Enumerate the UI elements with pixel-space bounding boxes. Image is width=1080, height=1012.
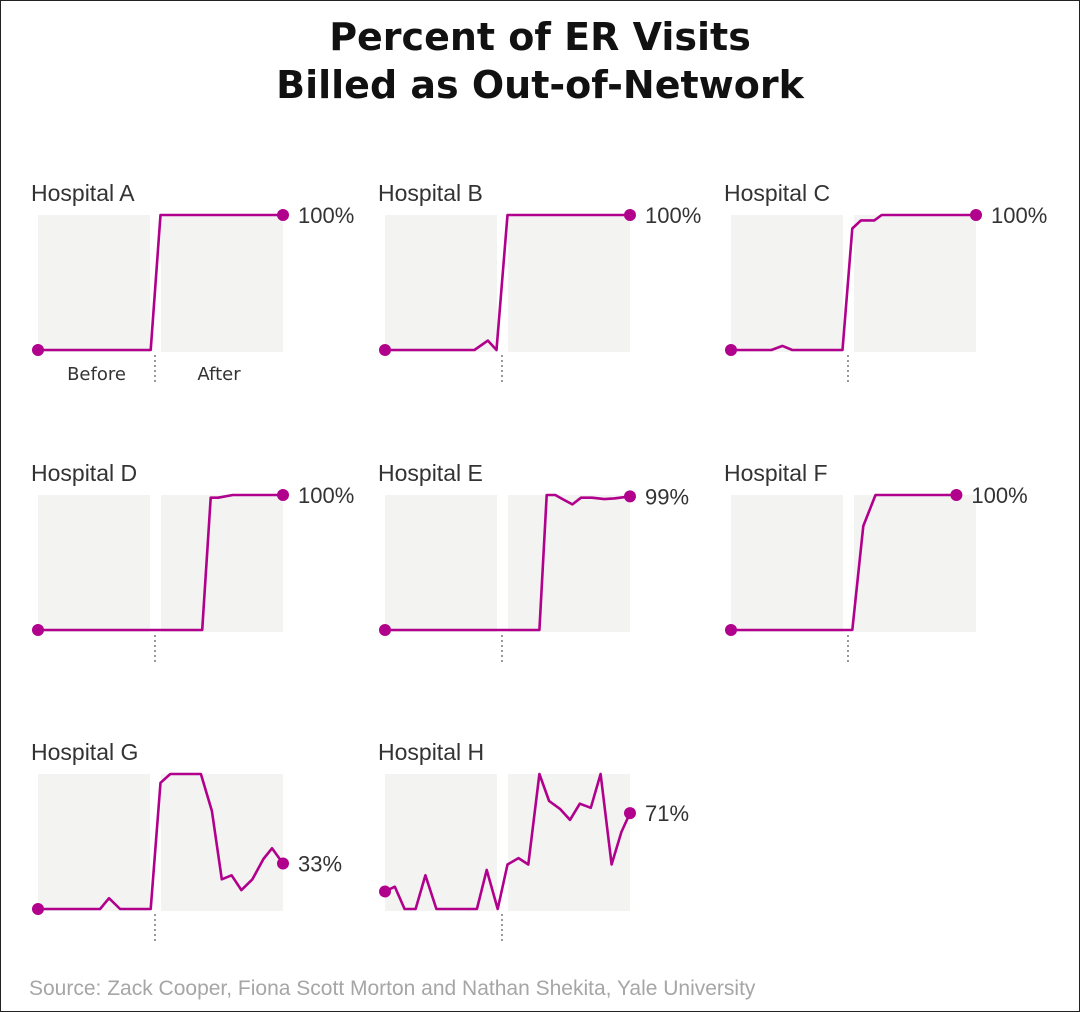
panel-title: Hospital A	[31, 180, 135, 206]
panel-title: Hospital F	[724, 460, 828, 486]
before-period-bg	[385, 215, 497, 352]
after-period-bg	[507, 774, 630, 911]
start-point	[725, 344, 737, 356]
panel-title: Hospital E	[378, 460, 483, 486]
after-period-bg	[160, 495, 283, 632]
end-value-label: 100%	[298, 483, 354, 508]
series-line	[38, 493, 283, 632]
before-label: Before	[67, 364, 126, 385]
end-value-label: 100%	[991, 203, 1047, 228]
end-value-label: 100%	[971, 483, 1027, 508]
after-period-bg	[853, 215, 976, 352]
start-point	[379, 885, 391, 898]
end-point	[624, 807, 636, 820]
panel-hospital-f: Hospital F 100%	[724, 460, 1028, 663]
start-point	[32, 624, 44, 636]
panel-hospital-a: Hospital A Before After 100%	[31, 180, 354, 385]
end-point	[277, 857, 289, 870]
panel-hospital-h: Hospital H 71%	[378, 739, 689, 942]
series-line	[731, 493, 957, 632]
end-value-label: 100%	[298, 203, 354, 228]
panel-hospital-b: Hospital B 100%	[378, 180, 701, 383]
title-line-2: Billed as Out-of-Network	[276, 63, 804, 107]
after-period-bg	[160, 774, 283, 911]
before-period-bg	[38, 495, 150, 632]
before-period-bg	[385, 495, 497, 632]
series-line	[384, 772, 632, 911]
series-line	[731, 213, 976, 352]
series-line	[385, 213, 630, 352]
panel-hospital-c: Hospital C 100%	[724, 180, 1047, 383]
after-period-bg	[507, 495, 630, 632]
panel-hospital-e: Hospital E 99%	[378, 460, 689, 663]
title-line-1: Percent of ER Visits	[329, 15, 751, 59]
series-line	[385, 493, 631, 632]
before-period-bg	[731, 495, 843, 632]
panel-hospital-d: Hospital D 100%	[31, 460, 354, 663]
end-point	[624, 490, 636, 503]
panel-title: Hospital C	[724, 180, 830, 206]
end-point	[950, 489, 963, 501]
after-period-bg	[160, 215, 283, 352]
start-point	[379, 624, 391, 636]
end-point	[970, 209, 982, 221]
after-period-bg	[853, 495, 976, 632]
start-point	[32, 344, 44, 356]
before-period-bg	[38, 774, 150, 911]
start-point	[32, 903, 44, 915]
after-period-bg	[507, 215, 630, 352]
start-point	[725, 624, 737, 636]
end-value-label: 99%	[645, 484, 689, 509]
before-period-bg	[731, 215, 843, 352]
panel-title: Hospital H	[378, 739, 484, 765]
end-value-label: 71%	[645, 801, 689, 826]
source-note: Source: Zack Cooper, Fiona Scott Morton …	[29, 977, 756, 1000]
panel-title: Hospital G	[31, 739, 138, 765]
series-line	[38, 213, 283, 352]
end-value-label: 100%	[645, 203, 701, 228]
panel-title: Hospital B	[378, 180, 483, 206]
start-point	[379, 344, 391, 356]
end-point	[624, 209, 636, 221]
end-point	[277, 489, 289, 501]
before-period-bg	[385, 774, 497, 911]
end-value-label: 33%	[298, 852, 342, 877]
panel-hospital-g: Hospital G 33%	[31, 739, 342, 942]
panel-title: Hospital D	[31, 460, 137, 486]
before-period-bg	[38, 215, 150, 352]
chart-title: Percent of ER Visits Billed as Out-of-Ne…	[1, 13, 1079, 109]
after-label: After	[197, 364, 241, 385]
series-line	[38, 772, 285, 911]
end-point	[277, 209, 289, 221]
